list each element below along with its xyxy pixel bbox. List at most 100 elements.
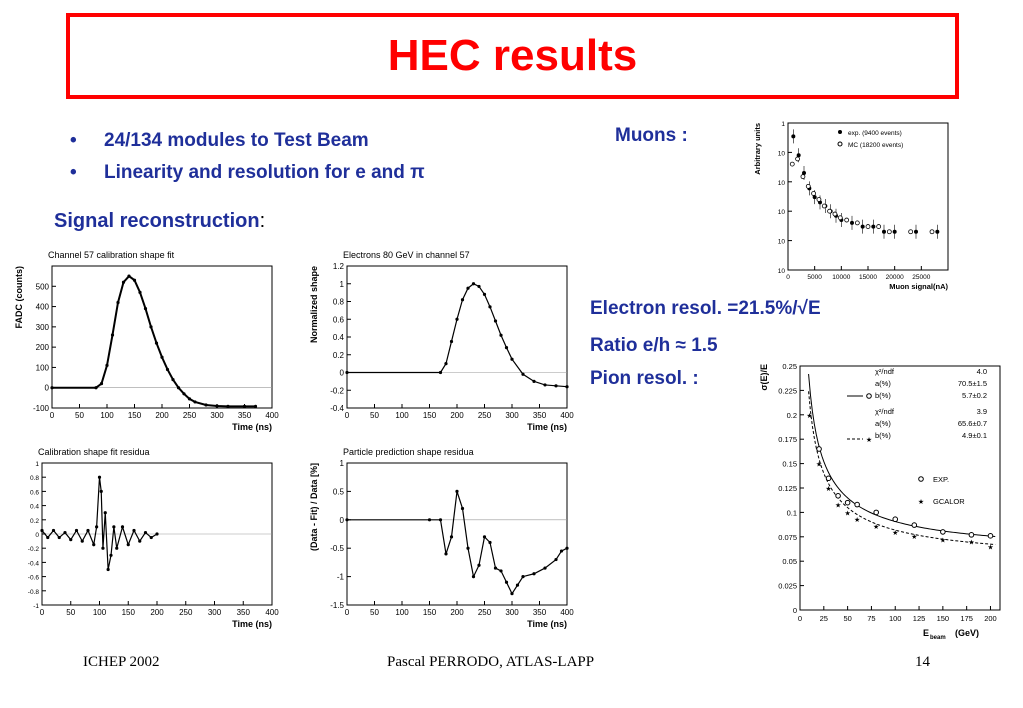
data-point (477, 284, 481, 289)
muons-label: Muons : (615, 125, 688, 146)
x-tick-label: 0 (798, 614, 802, 623)
data-point (789, 161, 795, 167)
y-tick-label: -1 (337, 573, 345, 582)
data-point (132, 278, 137, 282)
data-point (873, 509, 879, 516)
data-point (886, 229, 892, 235)
title-box: HEC results (66, 13, 959, 99)
x-tick-label: 300 (505, 608, 519, 617)
data-point (149, 325, 153, 329)
data-point (504, 346, 509, 350)
y-tick-label: 0.8 (333, 298, 345, 307)
legend-marker-mc (837, 141, 843, 147)
data-point (455, 317, 459, 321)
data-point (438, 370, 443, 375)
bullet-glyph: • (70, 162, 77, 183)
data-point (554, 557, 558, 562)
data-point (449, 339, 454, 344)
data-point (844, 217, 850, 223)
data-point (63, 530, 67, 535)
data-point (455, 489, 459, 493)
x-tick-label: 200 (450, 411, 464, 420)
x-tick-label: 250 (478, 608, 492, 617)
data-point (466, 286, 470, 290)
fit-legend-marker: ★ (866, 436, 872, 444)
x-axis-label: Time (ns) (527, 619, 567, 629)
data-point (345, 370, 349, 375)
data-point (493, 319, 498, 323)
x-tick-label: 150 (423, 411, 437, 420)
data-point: ★ (873, 523, 879, 531)
data-point (97, 475, 102, 479)
x-tick-label: 150 (423, 608, 437, 617)
footer-page-number: 14 (915, 654, 930, 670)
data-point (154, 341, 159, 345)
data-point (121, 280, 126, 284)
pion-resolution-chart: 0 0.025 0.05 0.075 0.1 0.125 0.15 0.175 0.2 0.225… (759, 362, 1001, 640)
data-point (816, 197, 822, 202)
ratio-eh: Ratio e/h ≈ 1.5 (590, 335, 718, 356)
data-point (116, 300, 120, 305)
x-tick-label: 400 (265, 608, 279, 617)
data-point (427, 518, 432, 522)
data-point (559, 549, 564, 553)
y-tick-label: 200 (36, 343, 50, 352)
y-axis-label: σ(E)/E (759, 364, 769, 391)
fit-param-value: 4.9±0.1 (962, 431, 987, 440)
data-point (488, 305, 492, 309)
y-tick-label: -0.6 (28, 575, 40, 582)
y-tick-label: 1 (340, 459, 345, 468)
y-tick-label: 0.2 (333, 351, 345, 360)
fit-param-label: b(%) (875, 391, 891, 400)
y-tick-label: 0 (340, 369, 345, 378)
x-tick-label: 350 (533, 411, 547, 420)
data-point (40, 528, 44, 533)
pion-resol: Pion resol. : (590, 368, 699, 389)
data-point (844, 499, 851, 506)
data-point: ★ (968, 539, 974, 547)
data-point (86, 528, 90, 533)
data-point (226, 404, 230, 408)
fit-param-value: 65.6±0.7 (958, 419, 987, 428)
x-tick-label: 100 (100, 411, 114, 420)
y-tick-label: 0.025 (778, 582, 797, 591)
fit-param-label: b(%) (875, 431, 891, 440)
data-point (515, 583, 520, 587)
data-point (143, 530, 148, 535)
x-tick-label: 100 (395, 411, 409, 420)
y-tick-label: -0.8 (28, 589, 40, 596)
footer-center: Pascal PERRODO, ATLAS-LAPP (387, 654, 595, 670)
data-point (444, 552, 448, 556)
data-point (460, 298, 465, 302)
x-tick-label: 0 (345, 608, 350, 617)
fit-param-value: 5.7±0.2 (962, 391, 987, 400)
data-point (46, 535, 50, 540)
x-tick-label: 350 (533, 608, 547, 617)
data-point (345, 518, 349, 522)
data-point (253, 404, 258, 408)
data-point (74, 528, 79, 533)
data-point (876, 224, 882, 229)
y-tick-label: 0.6 (30, 489, 39, 496)
data-point (521, 372, 525, 376)
data-point (795, 156, 800, 162)
y-tick-label: 0.2 (787, 411, 797, 420)
data-point (543, 566, 547, 570)
data-point (892, 229, 897, 234)
y-tick-label: -0.4 (330, 404, 344, 413)
footer-left: ICHEP 2002 (83, 654, 160, 670)
x-tick-label: 15000 (859, 274, 877, 281)
data-point (510, 592, 514, 596)
chart-title: Particle prediction shape residua (343, 447, 474, 457)
y-tick-label: 0.05 (782, 557, 797, 566)
y-tick-label: 0.8 (30, 475, 39, 482)
x-tick-label: 350 (238, 411, 252, 420)
data-point (871, 224, 876, 229)
data-point (850, 220, 854, 225)
data-point: ★ (911, 533, 917, 541)
data-point (471, 282, 476, 286)
x-axis-label: Time (ns) (527, 422, 567, 432)
data-point (242, 404, 247, 408)
data-point (911, 522, 918, 528)
signal-colon: : (259, 210, 266, 232)
